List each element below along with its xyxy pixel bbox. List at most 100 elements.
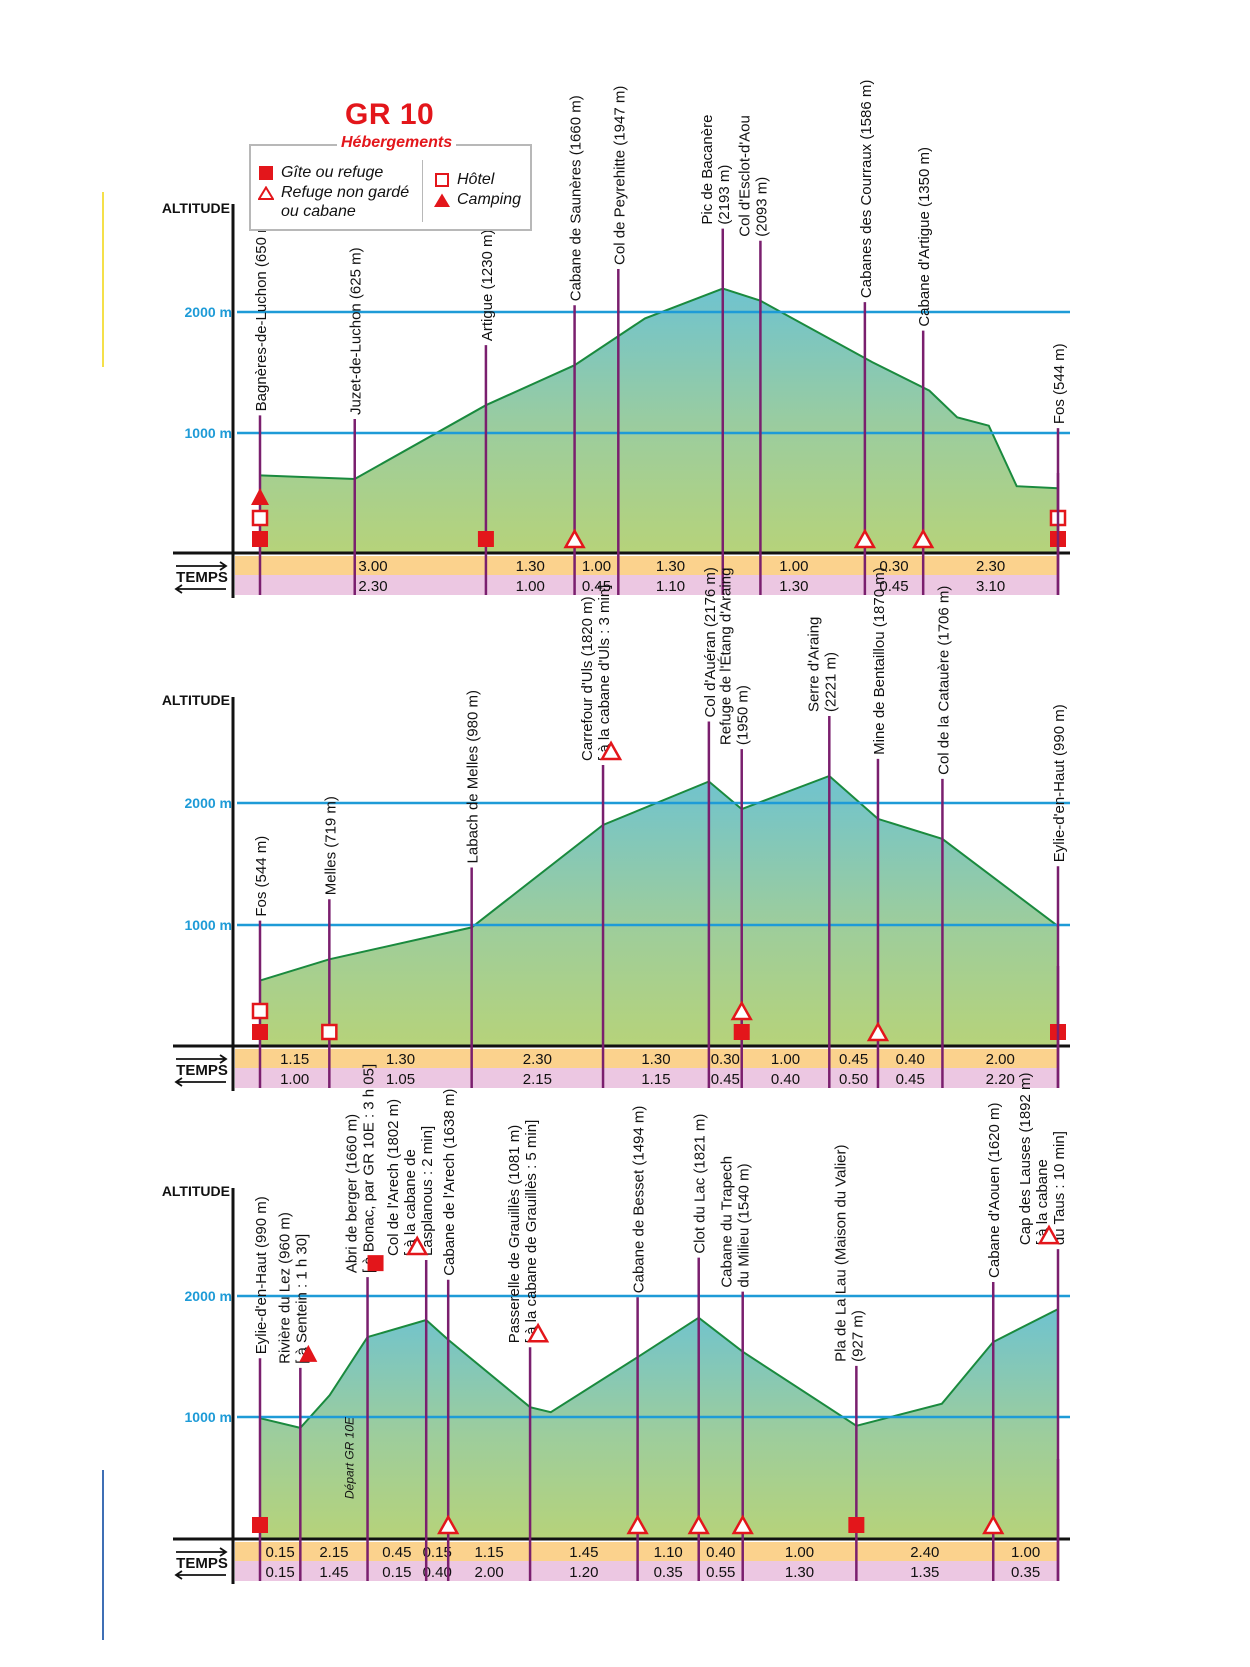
waypoint-label: Labach de Melles (980 m) [465, 690, 482, 863]
segment-time-forward: 3.00 [358, 558, 387, 575]
altitude-label: ALTITUDE [162, 1183, 230, 1199]
hollow-triangle-icon [687, 1514, 710, 1535]
segment-time-reverse: 1.30 [785, 1564, 814, 1581]
arrow-right-icon [176, 1054, 228, 1064]
segment-time-reverse: 0.15 [382, 1564, 411, 1581]
filled-square-icon [733, 1024, 750, 1040]
arrow-right-icon [176, 561, 228, 571]
segment-time-reverse: 1.20 [569, 1564, 598, 1581]
profile-panel-1: 1000 m 2000 m ALTITUDE TEMPS 3.00 2.30 1.30 1.0… [162, 80, 1070, 598]
forward-time-band [235, 1049, 1058, 1068]
segment-time-forward: 0.40 [706, 1544, 735, 1561]
segment-time-reverse: 0.45 [896, 1071, 925, 1088]
segment-time-reverse: 1.05 [386, 1071, 415, 1088]
profile-line [259, 774, 1059, 982]
waypoint-label-group: Carrefour d'Uls (1820 m)[ à la cabane d'… [579, 585, 613, 761]
reverse-time-band [235, 1561, 1058, 1581]
temps-label: TEMPS [176, 1062, 228, 1079]
segment-time-forward: 2.40 [910, 1544, 939, 1561]
gite-refuge-icon [259, 166, 273, 180]
waypoint-label-group: Cabane d'Aouen (1620 m) [986, 1102, 1003, 1277]
profile-line [259, 1308, 1059, 1430]
segment-time-reverse: 0.45 [582, 578, 611, 595]
waypoint-label-group: Cap des Lauses (1892 m)[ à la cabane du T… [1017, 1072, 1068, 1245]
legend-camping-label: Camping [457, 191, 522, 208]
segment-time-forward: 1.00 [582, 558, 611, 575]
segment-time-forward: 1.00 [771, 1051, 800, 1068]
arrow-right-icon [176, 1547, 228, 1557]
arrow-left-icon [174, 1570, 226, 1580]
waypoint-label: Eylie-d'en-Haut (990 m) [253, 1196, 270, 1354]
waypoint-label: (2193 m) [716, 165, 733, 225]
hollow-triangle-icon [1037, 1224, 1061, 1245]
filled-square-icon [252, 531, 268, 547]
segment-time-reverse: 1.00 [280, 1071, 309, 1088]
segment-time-forward: 2.30 [523, 1051, 552, 1068]
temps-label: TEMPS [176, 569, 228, 586]
waypoint-label: Col de Peyrehitte (1947 m) [611, 86, 628, 265]
segment-time-forward: 0.30 [879, 558, 908, 575]
waypoint-label: Juzet-de-Luchon (625 m) [348, 247, 365, 415]
segment-time-reverse: 0.45 [879, 578, 908, 595]
hollow-square-icon [251, 1002, 269, 1020]
waypoint-label-group: Eylie-d'en-Haut (990 m) [253, 1196, 270, 1354]
segment-time-forward: 1.30 [386, 1051, 415, 1068]
segment-time-reverse: 0.15 [266, 1564, 295, 1581]
segment-time-reverse: 0.50 [839, 1071, 868, 1088]
waypoint-label-group: Cabane du Trapech du Milieu (1540 m) [719, 1156, 753, 1288]
legend-refuge-label: Refuge non gardé [281, 184, 410, 201]
waypoint-label: [ à la cabane de [402, 1149, 419, 1256]
waypoint-label-group: Cabane d'Artigue (1350 m) [916, 147, 933, 327]
segment-time-forward: 1.45 [569, 1544, 598, 1561]
waypoint-label-group: Col d'Esclot-d'Aou (2093 m) [736, 115, 770, 237]
segment-time-reverse: 1.30 [779, 578, 808, 595]
waypoint-label: du Milieu (1540 m) [736, 1163, 753, 1287]
profile-panel-3: 1000 m 2000 m ALTITUDE TEMPS 0.15 0.15 2.15 1.4… [162, 1064, 1070, 1584]
filled-square-icon [848, 1517, 865, 1533]
legend-separator [422, 160, 423, 222]
waypoint-label: Cabane du Trapech [719, 1156, 736, 1288]
segment-time-reverse: 2.20 [986, 1071, 1015, 1088]
waypoint-label-group: Fos (544 m) [1051, 343, 1068, 424]
waypoint-label: Pic de Bacanère [699, 115, 716, 225]
tick-label: 1000 m [185, 917, 232, 933]
waypoint-label-group: Abri de berger (1660 m)[ à Bonac, par GR… [344, 1064, 378, 1273]
margin-line-blue [102, 1470, 104, 1640]
hollow-triangle-icon [853, 528, 877, 549]
waypoint-label: Artigue (1230 m) [479, 229, 496, 341]
segment-time-forward: 2.00 [986, 1051, 1015, 1068]
reverse-time-band [235, 575, 1058, 595]
margin-line-yellow [102, 192, 104, 367]
legend-refuge-label-2: ou cabane [281, 203, 356, 220]
segment-time-reverse: 0.35 [654, 1564, 683, 1581]
waypoint-label: Col de la Catauère (1706 m) [935, 586, 952, 775]
waypoint-label-group: Serre d'Araing (2221 m) [805, 617, 839, 712]
segment-time-forward: 0.15 [423, 1544, 452, 1561]
filled-square-icon [252, 1024, 268, 1040]
waypoint-label-group: Melles (719 m) [322, 796, 339, 895]
segment-time-forward: 1.10 [654, 1544, 683, 1561]
hotel-icon [435, 173, 449, 187]
hollow-triangle-icon [437, 1514, 460, 1535]
waypoint-label-group: Col de la Catauère (1706 m) [935, 586, 952, 775]
filled-triangle-icon [299, 1344, 318, 1362]
legend-gite-label: Gîte ou refuge [281, 164, 384, 181]
waypoint-label: Col de l'Arech (1802 m) [385, 1099, 402, 1256]
waypoint-label: (2093 m) [753, 177, 770, 237]
waypoint-label: Rivière du Lez (960 m) [276, 1212, 293, 1364]
forward-time-band [235, 556, 1058, 575]
segment-time-reverse: 0.40 [423, 1564, 452, 1581]
waypoint-label: Cabane d'Aouen (1620 m) [986, 1102, 1003, 1277]
camping-icon [434, 193, 450, 207]
segment-time-forward: 1.15 [475, 1544, 504, 1561]
waypoint-label: Cabane de Besset (1494 m) [631, 1106, 648, 1294]
altitude-label: ALTITUDE [162, 200, 230, 216]
tick-label: 1000 m [185, 425, 232, 441]
hollow-triangle-icon [912, 528, 935, 549]
waypoint-label-group: Passerelle de Grauillès (1081 m)[ à la c… [506, 1120, 540, 1343]
waypoint-label: [ à la cabane de Grauillès : 5 min] [523, 1120, 540, 1343]
segment-time-reverse: 2.30 [358, 578, 387, 595]
segment-time-reverse: 0.45 [711, 1071, 740, 1088]
hollow-triangle-icon [526, 1322, 550, 1343]
segment-time-reverse: 1.10 [656, 578, 685, 595]
